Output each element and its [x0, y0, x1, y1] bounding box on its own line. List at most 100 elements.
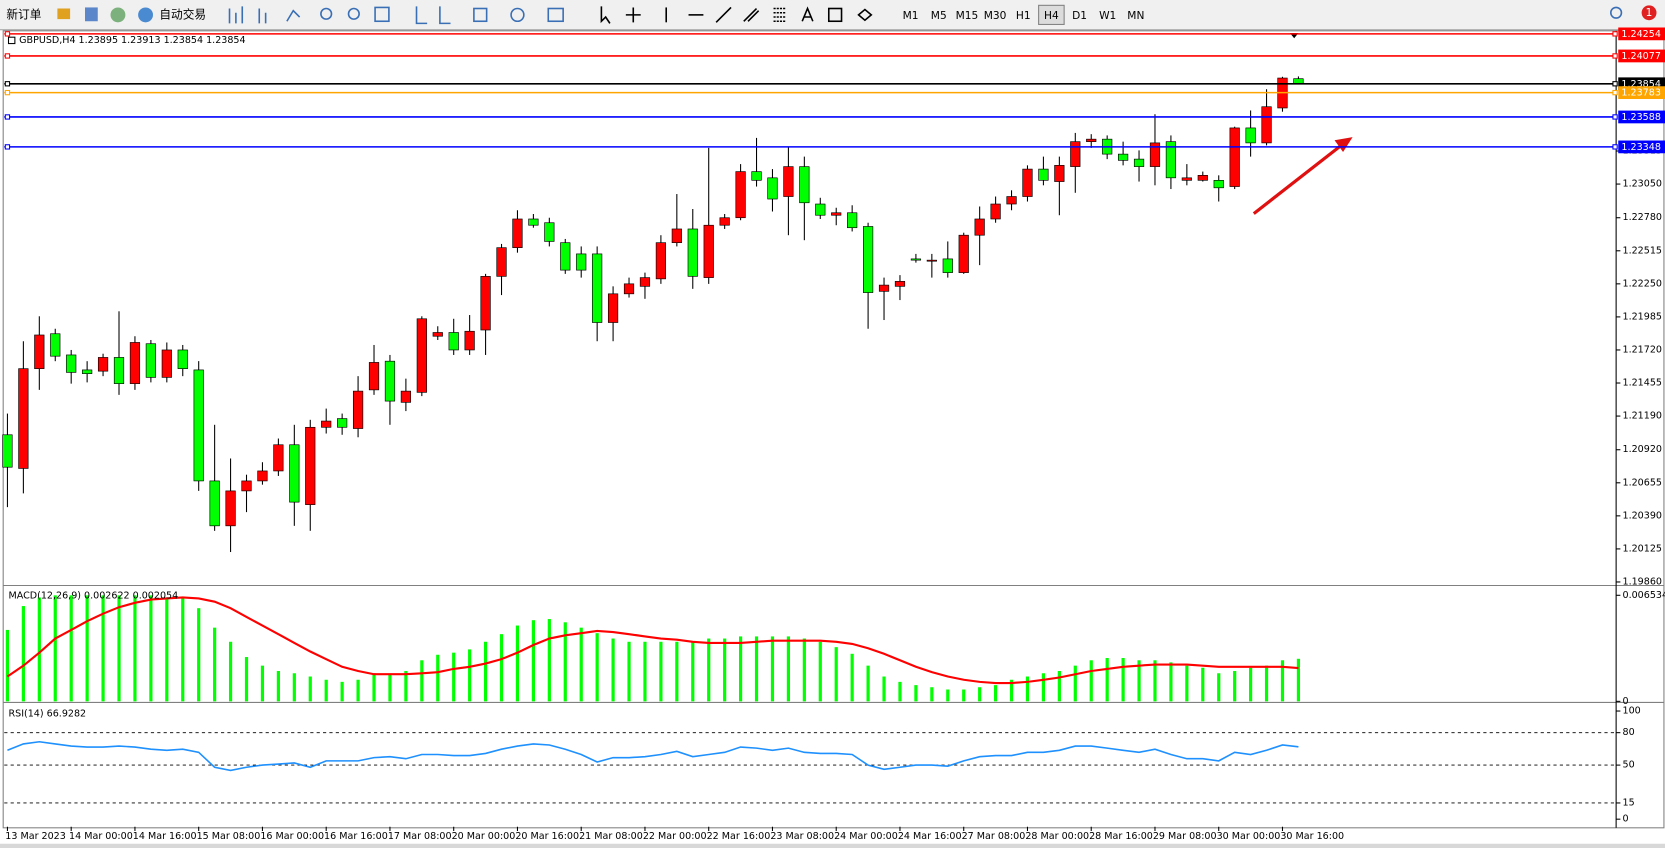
timeframe-button[interactable]: H1: [1016, 9, 1031, 22]
macd-bar: [133, 595, 137, 702]
macd-bar: [149, 595, 153, 702]
macd-bar: [723, 638, 727, 702]
macd-bar: [1249, 667, 1253, 702]
macd-bar: [962, 689, 966, 702]
auto-trading-label[interactable]: 自动交易: [159, 7, 206, 21]
icon[interactable]: [374, 6, 390, 23]
macd-bar: [850, 653, 854, 702]
candle-body: [384, 360, 396, 402]
candle-body: [400, 390, 411, 403]
new-order-button[interactable]: 新订单: [2, 4, 47, 25]
macd-bar: [659, 641, 663, 702]
candle-body: [576, 253, 587, 271]
y-tick-label: 15: [1622, 797, 1634, 808]
macd-bar: [1280, 660, 1285, 702]
level-handle: [4, 81, 11, 87]
icon[interactable]: [743, 7, 760, 22]
candle-body: [719, 217, 730, 226]
level-handle: [4, 89, 11, 96]
icon[interactable]: [320, 7, 333, 20]
icon[interactable]: [625, 7, 641, 23]
macd-bar: [994, 685, 998, 702]
macd-bar: [324, 679, 328, 702]
timeframe-button[interactable]: M5: [931, 9, 947, 22]
candle-body: [751, 171, 762, 181]
macd-bar: [1073, 665, 1077, 702]
macd-bar: [1296, 658, 1301, 702]
icon[interactable]: [228, 6, 244, 24]
candle-body: [831, 212, 842, 216]
rsi-line: [7, 740, 1299, 772]
pane-title: RSI(14) 66.9282: [9, 709, 87, 720]
icon[interactable]: [473, 7, 488, 23]
auto-trading-button[interactable]: 自动交易: [138, 7, 206, 23]
y-tick-label: 80: [1622, 727, 1634, 738]
icon[interactable]: [347, 7, 360, 20]
x-tick-label: 23 Mar 08:00: [770, 831, 834, 842]
macd-bar: [388, 674, 392, 702]
macd-bar: [452, 652, 456, 702]
icon[interactable]: [138, 7, 154, 23]
notification-badge[interactable]: [1641, 5, 1657, 21]
icon[interactable]: [857, 8, 873, 22]
icon[interactable]: [286, 9, 301, 22]
y-tick-label: 50: [1622, 760, 1634, 771]
candle-body: [990, 203, 1001, 220]
timeframe-button[interactable]: M1: [903, 9, 919, 22]
new-order-label[interactable]: 新订单: [6, 7, 41, 21]
candle-body: [512, 218, 523, 248]
timeframe-button[interactable]: D1: [1072, 9, 1087, 22]
icon[interactable]: [773, 7, 787, 23]
icon[interactable]: [57, 8, 71, 20]
timeframe-button[interactable]: M30: [984, 9, 1007, 22]
search-icon[interactable]: [1610, 6, 1623, 19]
macd-bar: [898, 681, 902, 702]
candle-body: [910, 258, 922, 261]
candle-body: [257, 470, 268, 482]
level-price-label: 1.23588: [1621, 112, 1660, 123]
icon[interactable]: [547, 7, 564, 23]
icon[interactable]: [801, 6, 814, 22]
macd-bar: [372, 673, 376, 702]
icon[interactable]: [715, 6, 732, 23]
timeframe-button[interactable]: H4: [1044, 9, 1059, 22]
candle-body: [783, 166, 794, 197]
macd-bar: [404, 670, 408, 702]
macd-bar: [1233, 670, 1237, 702]
icon[interactable]: [415, 6, 428, 25]
candle-body: [289, 444, 300, 503]
icon[interactable]: [439, 6, 451, 25]
icon[interactable]: [827, 7, 843, 23]
macd-bar: [340, 681, 344, 702]
x-tick-label: 29 Mar 08:00: [1153, 831, 1217, 842]
candle-body: [225, 490, 236, 527]
timeframe-button[interactable]: MN: [1127, 9, 1144, 22]
icon[interactable]: [600, 6, 611, 24]
notifications[interactable]: 1: [1641, 5, 1657, 21]
active-timeframe-box[interactable]: [1038, 4, 1065, 25]
toolbar: 新订单 自动交易: [0, 0, 1665, 31]
timeframe-button[interactable]: M15: [956, 9, 979, 22]
notification-count[interactable]: 1: [1646, 6, 1653, 19]
candle-body: [1086, 138, 1097, 142]
icon[interactable]: [110, 7, 126, 23]
candle-body: [862, 226, 874, 293]
x-tick-label: 17 Mar 08:00: [388, 831, 452, 842]
icon[interactable]: [85, 7, 98, 22]
icon[interactable]: [510, 7, 525, 23]
macd-bar: [946, 689, 950, 702]
macd-bar: [643, 641, 647, 702]
candle-body: [799, 166, 810, 204]
level-price-box: [1618, 140, 1665, 154]
macd-bar: [595, 633, 599, 702]
y-tick-label: 100: [1622, 706, 1640, 717]
icon[interactable]: [258, 8, 267, 24]
pane-title: MACD(12,26,9) 0.002622 0.002054: [9, 591, 179, 602]
y-tick-label: 1.21455: [1622, 378, 1661, 389]
candle-body: [623, 283, 635, 295]
level-handle: [1612, 144, 1618, 150]
candle-body: [1006, 196, 1017, 205]
timeframe-button[interactable]: W1: [1099, 9, 1116, 22]
level-price-label: 1.23348: [1621, 142, 1660, 153]
candle-body: [480, 276, 491, 331]
